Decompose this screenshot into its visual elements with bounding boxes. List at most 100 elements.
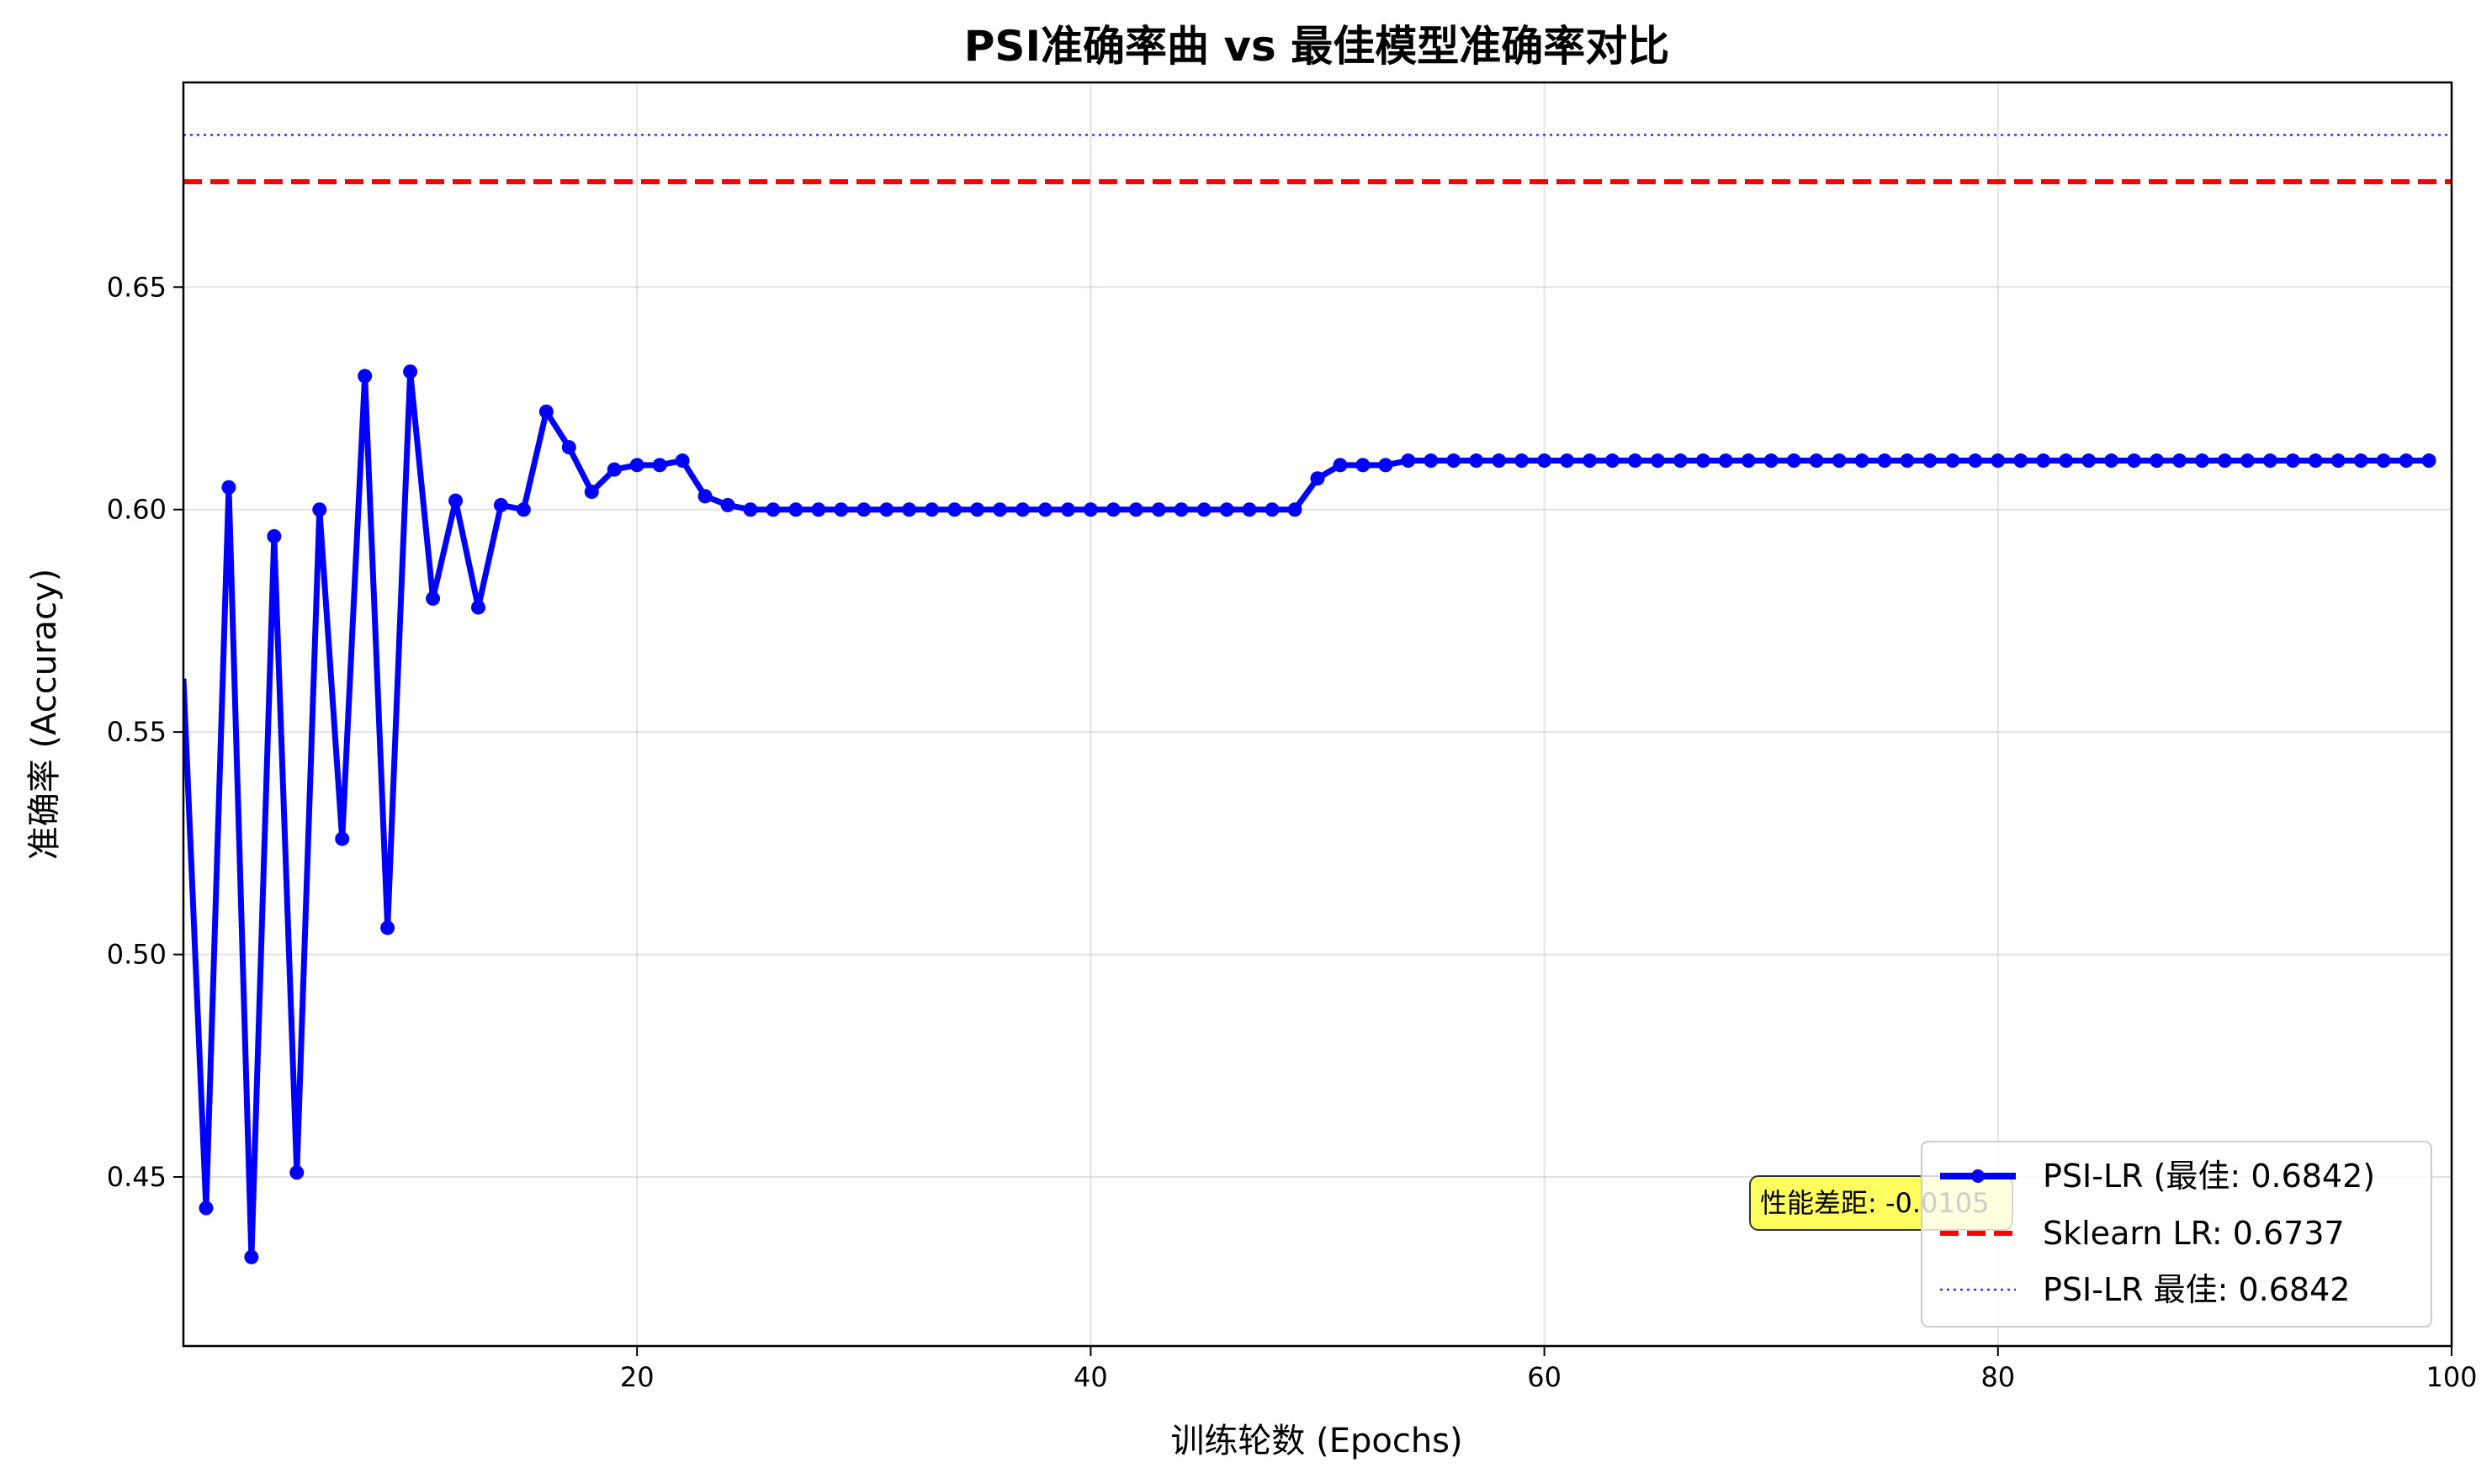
psi-lr-point <box>403 364 418 379</box>
psi-lr-point <box>2217 453 2232 469</box>
psi-lr-point <box>1060 502 1075 517</box>
x-tick-label: 80 <box>1980 1361 2015 1393</box>
psi-lr-point <box>2059 453 2074 469</box>
y-axis-ticks: 0.45 0.50 0.55 0.60 0.65 <box>107 271 183 1193</box>
psi-lr-point <box>448 493 464 508</box>
psi-lr-point <box>1695 453 1710 469</box>
psi-lr-point <box>629 458 644 473</box>
psi-lr-point <box>1037 502 1052 517</box>
psi-lr-point <box>199 1200 214 1216</box>
psi-lr-point <box>925 502 940 517</box>
psi-lr-point <box>811 502 826 517</box>
x-tick-label: 20 <box>620 1361 655 1393</box>
psi-lr-point <box>584 485 599 500</box>
psi-lr-point <box>2376 453 2391 469</box>
psi-lr-point <box>2150 453 2165 469</box>
psi-lr-point <box>2330 453 2346 469</box>
psi-lr-point <box>1991 453 2006 469</box>
psi-lr-point <box>1265 502 1280 517</box>
psi-lr-point <box>675 453 690 469</box>
psi-lr-point <box>2240 453 2255 469</box>
psi-lr-point <box>1333 458 1348 473</box>
psi-lr-point <box>244 1249 259 1264</box>
psi-lr-point <box>2127 453 2142 469</box>
psi-lr-point <box>516 502 531 517</box>
psi-lr-point <box>1786 453 1801 469</box>
psi-lr-point <box>1741 453 1756 469</box>
psi-lr-point <box>1560 453 1575 469</box>
psi-lr-point <box>1514 453 1530 469</box>
psi-lr-point <box>1945 453 1960 469</box>
y-tick-label: 0.65 <box>107 271 167 303</box>
chart-title: PSI准确率曲 vs 最佳模型准确率对比 <box>964 22 1669 71</box>
x-axis-label: 训练轮数 (Epochs) <box>1170 1422 1462 1460</box>
y-tick-label: 0.50 <box>107 939 167 971</box>
psi-lr-point <box>1537 453 1552 469</box>
psi-lr-point <box>1832 453 1847 469</box>
psi-lr-point <box>1763 453 1779 469</box>
psi-lr-point <box>743 502 758 517</box>
psi-lr-point <box>1083 502 1098 517</box>
psi-lr-point <box>652 458 667 473</box>
psi-lr-point <box>2399 453 2414 469</box>
psi-lr-point <box>493 497 508 512</box>
psi-lr-point <box>1219 502 1234 517</box>
series-psi-lr <box>183 364 2436 1264</box>
psi-lr-point <box>1469 453 1484 469</box>
psi-lr-point <box>1718 453 1733 469</box>
psi-lr-point <box>1015 502 1031 517</box>
psi-lr-point <box>2262 453 2277 469</box>
psi-lr-point <box>2194 453 2209 469</box>
psi-lr-point <box>607 462 622 477</box>
legend-label-psi-lr: PSI-LR (最佳: 0.6842) <box>2043 1158 2375 1195</box>
psi-lr-point <box>267 528 282 543</box>
psi-lr-point <box>1401 453 1416 469</box>
psi-lr-point <box>1854 453 1869 469</box>
psi-lr-point <box>561 440 576 455</box>
x-axis-ticks: 20 40 60 80 100 <box>620 1346 2478 1393</box>
psi-lr-point <box>970 502 985 517</box>
psi-lr-point <box>1627 453 1642 469</box>
psi-lr-point <box>856 502 872 517</box>
psi-lr-point <box>1900 453 1915 469</box>
psi-lr-point <box>2013 453 2028 469</box>
psi-lr-point <box>1650 453 1665 469</box>
psi-lr-point <box>2421 453 2436 469</box>
psi-lr-point <box>2285 453 2300 469</box>
psi-lr-point <box>947 502 962 517</box>
psi-lr-point <box>426 591 441 606</box>
psi-lr-point <box>1809 453 1824 469</box>
psi-lr-point <box>2308 453 2323 469</box>
x-tick-label: 100 <box>2426 1361 2477 1393</box>
psi-lr-point <box>720 497 735 512</box>
psi-lr-point <box>1310 471 1325 486</box>
psi-lr-point <box>289 1165 305 1180</box>
psi-lr-point <box>1287 502 1302 517</box>
psi-lr-point <box>1604 453 1620 469</box>
psi-lr-point <box>1105 502 1121 517</box>
psi-lr-point <box>1242 502 1257 517</box>
psi-lr-point <box>1583 453 1598 469</box>
legend-box <box>1921 1141 2432 1328</box>
reference-lines <box>183 134 2452 184</box>
psi-lr-point <box>902 502 917 517</box>
psi-lr-point <box>993 502 1008 517</box>
y-axis-label: 准确率 (Accuracy) <box>25 569 64 861</box>
psi-lr-point <box>1378 458 1393 473</box>
psi-lr-point <box>2036 453 2051 469</box>
psi-lr-point <box>1877 453 1892 469</box>
x-tick-label: 40 <box>1074 1361 1108 1393</box>
psi-lr-point <box>2081 453 2097 469</box>
psi-lr-point <box>470 600 485 615</box>
psi-lr-point <box>1446 453 1461 469</box>
legend-label-sklearn: Sklearn LR: 0.6737 <box>2043 1215 2345 1252</box>
psi-lr-point <box>335 831 350 846</box>
psi-lr-point <box>1128 502 1143 517</box>
psi-lr-point <box>1968 453 1983 469</box>
y-tick-label: 0.55 <box>107 716 167 748</box>
psi-lr-point <box>1196 502 1212 517</box>
psi-lr-point <box>1151 502 1166 517</box>
psi-lr-point <box>312 502 327 517</box>
y-tick-label: 0.45 <box>107 1161 167 1193</box>
